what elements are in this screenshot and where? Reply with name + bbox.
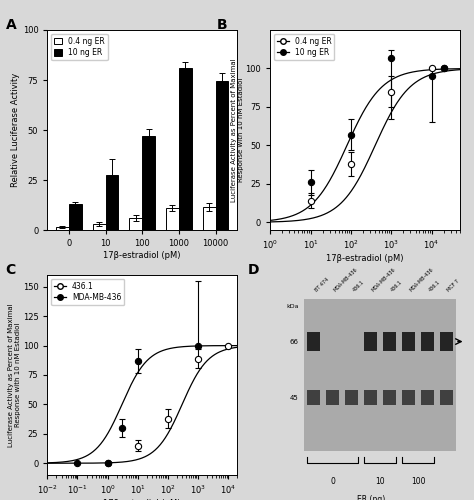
Text: B: B bbox=[217, 18, 228, 32]
Bar bbox=[383, 390, 396, 406]
Text: BT 474: BT 474 bbox=[314, 278, 329, 293]
Text: MCF 7: MCF 7 bbox=[447, 279, 461, 293]
Text: C: C bbox=[6, 263, 16, 277]
Bar bbox=[402, 332, 415, 350]
Text: 0: 0 bbox=[330, 477, 335, 486]
Text: MDA-MB-436: MDA-MB-436 bbox=[409, 267, 435, 293]
Bar bbox=[307, 390, 320, 406]
Bar bbox=[304, 299, 456, 451]
Bar bbox=[203, 207, 216, 230]
Text: 436.1: 436.1 bbox=[428, 280, 441, 293]
Legend: 0.4 ng ER, 10 ng ER: 0.4 ng ER, 10 ng ER bbox=[274, 34, 335, 60]
Bar bbox=[421, 390, 434, 406]
Bar bbox=[440, 332, 453, 350]
Text: 436.1: 436.1 bbox=[390, 280, 403, 293]
Y-axis label: Luciferase Activity as Percent of Maximal
Response with 10 nM Estadiol: Luciferase Activity as Percent of Maxima… bbox=[231, 58, 244, 202]
Bar bbox=[421, 332, 434, 350]
Text: 66: 66 bbox=[290, 338, 299, 344]
Text: MDA-MB-436: MDA-MB-436 bbox=[371, 267, 397, 293]
Bar bbox=[364, 332, 377, 350]
Bar bbox=[216, 81, 228, 230]
Text: MDA-MB-436: MDA-MB-436 bbox=[333, 267, 359, 293]
Bar bbox=[383, 332, 396, 350]
Bar bbox=[142, 136, 155, 230]
Bar bbox=[56, 227, 69, 230]
Text: ER (ng): ER (ng) bbox=[356, 495, 385, 500]
Bar bbox=[307, 332, 320, 350]
Legend: 0.4 ng ER, 10 ng ER: 0.4 ng ER, 10 ng ER bbox=[51, 34, 108, 60]
X-axis label: 17β-estradiol (pM): 17β-estradiol (pM) bbox=[326, 254, 404, 263]
Bar bbox=[402, 390, 415, 406]
Bar bbox=[326, 390, 339, 406]
Text: 100: 100 bbox=[411, 477, 425, 486]
Text: 10: 10 bbox=[375, 477, 385, 486]
Y-axis label: Relative Luciferase Activity: Relative Luciferase Activity bbox=[11, 73, 20, 187]
Text: 45: 45 bbox=[290, 395, 299, 401]
Text: 436.1: 436.1 bbox=[352, 280, 365, 293]
Text: kDa: kDa bbox=[286, 304, 299, 308]
Bar bbox=[166, 208, 179, 230]
Bar bbox=[345, 390, 358, 406]
Bar bbox=[364, 390, 377, 406]
X-axis label: 17β-estradiol (pM): 17β-estradiol (pM) bbox=[103, 499, 181, 500]
Bar bbox=[440, 390, 453, 406]
Bar bbox=[179, 68, 191, 230]
Y-axis label: Luciferase Activity as Percent of Maximal
Response with 10 nM Estadiol: Luciferase Activity as Percent of Maxima… bbox=[8, 303, 21, 447]
Text: D: D bbox=[247, 263, 259, 277]
Bar bbox=[69, 204, 82, 230]
X-axis label: 17β-estradiol (pM): 17β-estradiol (pM) bbox=[103, 251, 181, 260]
Text: A: A bbox=[6, 18, 17, 32]
Bar bbox=[106, 175, 118, 230]
Bar bbox=[129, 218, 142, 230]
Bar bbox=[93, 224, 106, 230]
Legend: 436.1, MDA-MB-436: 436.1, MDA-MB-436 bbox=[51, 279, 124, 305]
